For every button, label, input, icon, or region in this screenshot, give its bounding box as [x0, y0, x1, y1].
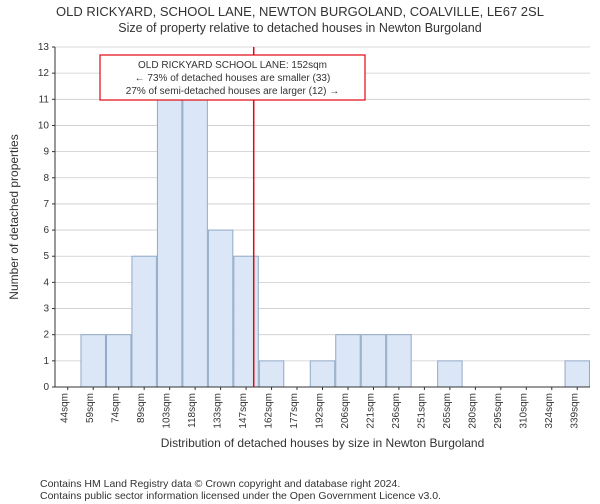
footer: Contains HM Land Registry data © Crown c… [0, 478, 600, 502]
svg-text:236sqm: 236sqm [391, 393, 402, 429]
svg-text:162sqm: 162sqm [264, 393, 275, 429]
page-subtitle: Size of property relative to detached ho… [0, 21, 600, 35]
svg-text:Number of detached properties: Number of detached properties [7, 134, 21, 299]
svg-text:9: 9 [43, 147, 49, 158]
svg-text:133sqm: 133sqm [213, 393, 224, 429]
svg-text:11: 11 [39, 94, 50, 105]
svg-text:12: 12 [38, 68, 50, 79]
svg-text:4: 4 [43, 277, 49, 288]
histogram-chart: 01234567891011121344sqm59sqm74sqm89sqm10… [0, 37, 600, 457]
svg-text:2: 2 [43, 330, 49, 341]
svg-text:118sqm: 118sqm [187, 393, 198, 428]
svg-text:10: 10 [38, 120, 50, 131]
svg-text:0: 0 [43, 382, 49, 393]
svg-text:295sqm: 295sqm [493, 393, 504, 429]
svg-text:339sqm: 339sqm [569, 393, 580, 429]
svg-text:192sqm: 192sqm [315, 393, 326, 429]
svg-text:1: 1 [43, 356, 49, 367]
svg-text:3: 3 [43, 304, 49, 315]
footer-line-1: Contains HM Land Registry data © Crown c… [40, 478, 600, 490]
svg-text:59sqm: 59sqm [85, 393, 96, 423]
svg-text:221sqm: 221sqm [365, 393, 376, 429]
svg-text:265sqm: 265sqm [442, 393, 453, 429]
svg-text:310sqm: 310sqm [518, 393, 529, 429]
svg-text:6: 6 [43, 225, 49, 236]
svg-text:7: 7 [43, 199, 49, 210]
footer-line-2: Contains public sector information licen… [40, 490, 600, 502]
svg-text:8: 8 [43, 173, 49, 184]
svg-text:147sqm: 147sqm [238, 393, 249, 429]
svg-text:324sqm: 324sqm [544, 393, 555, 429]
svg-text:Distribution of detached house: Distribution of detached houses by size … [161, 436, 485, 450]
svg-text:13: 13 [38, 42, 50, 53]
svg-text:OLD RICKYARD SCHOOL LANE: 152s: OLD RICKYARD SCHOOL LANE: 152sqm [138, 60, 327, 71]
svg-text:280sqm: 280sqm [467, 393, 478, 429]
svg-text:206sqm: 206sqm [340, 393, 351, 429]
svg-text:251sqm: 251sqm [416, 393, 427, 429]
svg-text:← 73% of detached houses are s: ← 73% of detached houses are smaller (33… [135, 73, 331, 84]
svg-text:44sqm: 44sqm [60, 393, 71, 423]
page-title: OLD RICKYARD, SCHOOL LANE, NEWTON BURGOL… [0, 4, 600, 19]
svg-text:5: 5 [43, 251, 49, 262]
svg-text:103sqm: 103sqm [162, 393, 173, 429]
svg-text:27% of semi-detached houses ar: 27% of semi-detached houses are larger (… [126, 86, 339, 97]
svg-text:177sqm: 177sqm [289, 393, 300, 429]
svg-text:74sqm: 74sqm [111, 393, 122, 423]
svg-text:89sqm: 89sqm [136, 393, 147, 423]
